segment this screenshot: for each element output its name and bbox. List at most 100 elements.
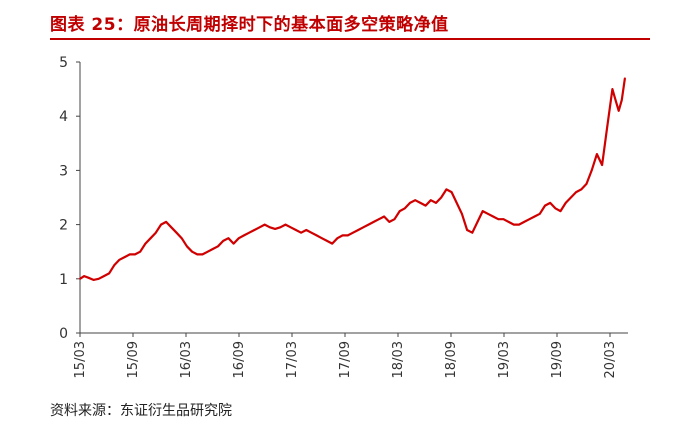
data-point xyxy=(97,277,100,280)
data-point xyxy=(419,202,422,204)
data-point xyxy=(128,253,131,256)
x-tick-label: 15/03 xyxy=(73,341,88,378)
data-point xyxy=(108,272,110,275)
data-point xyxy=(624,77,626,80)
data-point xyxy=(326,240,328,242)
data-point xyxy=(388,221,391,223)
data-point xyxy=(362,226,365,229)
data-point xyxy=(383,215,385,218)
data-point xyxy=(211,248,214,250)
data-point xyxy=(471,231,474,234)
data-point xyxy=(512,223,515,226)
data-point xyxy=(186,245,188,248)
data-point xyxy=(144,242,147,245)
data-point xyxy=(154,231,157,234)
data-point xyxy=(336,237,339,240)
data-point xyxy=(461,212,463,215)
data-point xyxy=(357,229,360,231)
data-point xyxy=(596,153,598,156)
data-point xyxy=(217,245,219,248)
data-point xyxy=(201,253,204,256)
data-point xyxy=(445,188,448,191)
data-point xyxy=(175,231,178,234)
data-point xyxy=(118,258,121,261)
y-tick-label: 2 xyxy=(59,218,68,234)
data-point xyxy=(606,126,609,128)
data-point xyxy=(497,218,500,221)
data-point xyxy=(367,223,370,226)
data-point xyxy=(295,229,297,231)
data-point xyxy=(310,231,313,234)
data-point xyxy=(253,229,256,231)
data-point xyxy=(372,221,375,223)
data-point xyxy=(180,237,183,240)
data-point xyxy=(528,218,531,221)
data-point xyxy=(440,196,443,199)
data-point xyxy=(300,231,302,234)
title-divider xyxy=(50,38,650,40)
data-point xyxy=(139,250,142,253)
data-point xyxy=(487,212,489,215)
data-point xyxy=(580,188,583,191)
data-point xyxy=(305,229,308,231)
x-tick-label: 17/03 xyxy=(285,341,300,378)
data-point xyxy=(476,221,479,223)
data-point xyxy=(617,109,620,112)
data-point xyxy=(611,88,614,90)
data-point xyxy=(554,207,557,210)
x-tick-label: 16/03 xyxy=(179,341,194,378)
data-point xyxy=(191,250,194,253)
data-point xyxy=(523,221,526,223)
data-point xyxy=(237,237,240,240)
data-point xyxy=(450,191,453,194)
data-point xyxy=(481,210,484,213)
data-point xyxy=(269,226,271,229)
data-point xyxy=(585,183,588,185)
data-point xyxy=(258,226,261,229)
data-point xyxy=(232,242,235,245)
data-point xyxy=(398,210,401,213)
data-point xyxy=(341,234,344,237)
data-point xyxy=(570,196,572,199)
data-point xyxy=(165,221,168,223)
y-axis-ticks: 0 1 2 3 4 5 xyxy=(59,55,80,342)
data-point xyxy=(320,237,323,240)
data-point xyxy=(502,218,505,221)
data-point xyxy=(533,215,536,218)
data-point xyxy=(263,223,266,226)
data-point xyxy=(435,202,437,204)
series-line xyxy=(79,78,626,281)
x-tick-label: 18/09 xyxy=(444,341,459,378)
data-point xyxy=(103,275,105,277)
data-point xyxy=(352,231,354,234)
x-tick-label: 15/09 xyxy=(126,341,141,378)
data-point xyxy=(590,169,593,172)
data-point xyxy=(575,191,577,194)
data-point xyxy=(79,277,81,280)
x-axis-ticks: 15/03 15/09 16/03 16/09 17/03 17/09 18/03 18/09… xyxy=(73,333,618,378)
y-tick-label: 5 xyxy=(59,55,68,71)
data-point xyxy=(507,221,510,223)
y-tick-label: 1 xyxy=(59,272,68,288)
data-point xyxy=(620,99,623,101)
data-point xyxy=(222,240,225,242)
data-point xyxy=(315,234,318,237)
data-point xyxy=(429,199,432,202)
series-group xyxy=(79,77,626,281)
data-point xyxy=(284,223,287,226)
data-point xyxy=(424,204,427,207)
x-tick-label: 16/09 xyxy=(232,341,247,378)
data-point xyxy=(196,253,199,256)
data-point xyxy=(160,223,162,226)
data-point xyxy=(393,218,396,221)
data-point xyxy=(538,212,541,215)
data-point xyxy=(123,256,126,258)
data-point xyxy=(279,226,282,229)
data-point xyxy=(92,279,95,281)
data-point xyxy=(559,210,562,213)
data-point xyxy=(466,229,468,231)
data-point xyxy=(87,276,90,279)
data-point xyxy=(414,199,417,202)
x-tick-label: 17/09 xyxy=(338,341,353,378)
data-point xyxy=(455,202,458,204)
